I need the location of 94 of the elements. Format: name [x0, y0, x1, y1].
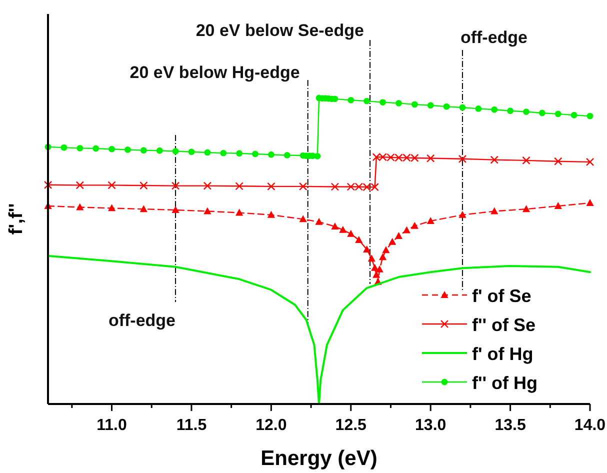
point [298, 182, 308, 191]
point [388, 238, 396, 245]
x-tick-label: 13.0 [415, 417, 446, 434]
point [382, 246, 390, 254]
point [458, 210, 466, 218]
point [402, 226, 410, 234]
point [108, 146, 115, 152]
point [330, 182, 340, 191]
point [475, 106, 482, 112]
legend-label: f' of Se [472, 286, 532, 306]
point [108, 181, 116, 190]
ref-line-label: 20 eV below Hg-edge [130, 63, 300, 82]
point [236, 150, 242, 157]
ref-line-label: off-edge [108, 311, 176, 330]
point [315, 218, 323, 225]
point [522, 156, 530, 165]
ref-line-label: 20 eV below Se-edge [196, 21, 364, 40]
point [60, 144, 68, 151]
point [380, 99, 386, 106]
point [108, 204, 116, 212]
point [203, 182, 212, 190]
point [331, 222, 339, 230]
point [268, 151, 274, 158]
point [140, 147, 147, 154]
point [491, 106, 498, 113]
point [355, 236, 363, 243]
point [443, 103, 450, 110]
point [299, 215, 307, 222]
point [267, 210, 275, 218]
point [44, 180, 52, 190]
point [554, 110, 562, 118]
point [92, 145, 100, 152]
point [459, 104, 466, 111]
point [140, 181, 148, 190]
point [267, 182, 276, 191]
x-tick-label: 12.0 [256, 417, 287, 434]
ref-line-label: off-edge [460, 28, 528, 47]
point [364, 98, 370, 104]
point [284, 152, 290, 158]
point [368, 254, 376, 262]
legend-label: f' of Hg [472, 344, 534, 364]
point [172, 206, 180, 213]
point [538, 110, 546, 116]
x-tick-label: 14.0 [574, 417, 606, 434]
point [426, 154, 435, 162]
point [554, 157, 562, 166]
point [76, 144, 84, 152]
legend-label: f'' of Se [472, 315, 536, 335]
point [347, 230, 355, 237]
point [252, 150, 258, 158]
point [376, 265, 384, 272]
point [554, 202, 562, 210]
point [172, 148, 179, 154]
point [586, 112, 594, 120]
x-tick-label: 11.5 [176, 417, 207, 434]
point [348, 96, 354, 104]
point [140, 205, 148, 212]
x-tick-label: 11.0 [96, 417, 127, 434]
point [76, 203, 84, 210]
point [235, 208, 244, 216]
point [124, 146, 131, 153]
point [490, 156, 498, 164]
point [235, 182, 244, 190]
point [378, 253, 387, 260]
point [396, 100, 402, 106]
point [314, 152, 321, 160]
point [523, 108, 530, 115]
point [156, 147, 163, 154]
point [570, 112, 578, 118]
point [188, 148, 195, 156]
point [522, 205, 530, 212]
point [411, 101, 418, 108]
x-axis-title: Energy (eV) [260, 447, 378, 470]
point [507, 108, 514, 114]
point [76, 181, 84, 190]
point [339, 226, 347, 233]
point [220, 150, 227, 156]
point [204, 149, 211, 156]
x-tick-label: 12.5 [335, 417, 367, 434]
point [490, 207, 498, 214]
point [204, 207, 212, 214]
point [586, 198, 594, 206]
y-axis-title: f',f'' [6, 203, 27, 235]
point [171, 182, 180, 190]
x-tick-label: 13.5 [494, 417, 526, 434]
point [394, 232, 403, 240]
point [363, 245, 371, 252]
point [427, 102, 434, 109]
point [426, 217, 434, 224]
point [458, 154, 467, 163]
point [410, 222, 418, 229]
legend-label: f'' of Hg [472, 373, 538, 393]
point [372, 270, 380, 278]
point [586, 158, 594, 166]
